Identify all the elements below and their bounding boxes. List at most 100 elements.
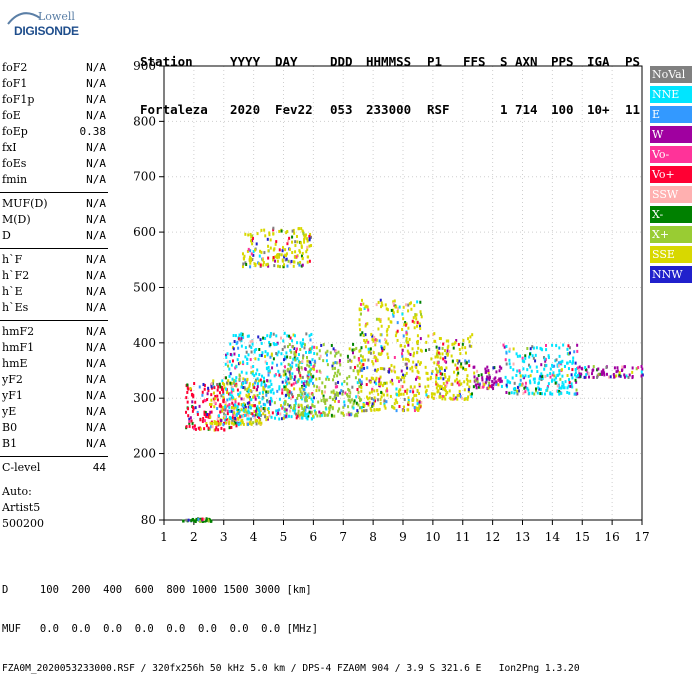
echo-point xyxy=(366,366,369,370)
echo-point xyxy=(255,422,258,426)
echo-point xyxy=(255,409,258,413)
echo-point xyxy=(246,417,249,421)
echo-point xyxy=(424,385,427,389)
param-row: foF2 N/A xyxy=(0,60,110,76)
echo-point xyxy=(269,379,272,383)
echo-point xyxy=(326,363,329,367)
echo-point xyxy=(403,344,406,348)
echo-point xyxy=(471,392,474,396)
echo-point xyxy=(272,257,275,261)
echo-point xyxy=(278,397,281,401)
echo-point xyxy=(272,256,275,260)
echo-point xyxy=(376,398,379,402)
echo-point xyxy=(407,398,410,402)
echo-point xyxy=(348,395,351,399)
echo-point xyxy=(252,383,255,387)
echo-point xyxy=(246,401,249,405)
echo-point xyxy=(367,308,370,312)
echo-point xyxy=(241,381,244,385)
echo-point xyxy=(252,250,255,254)
echo-point xyxy=(516,392,519,396)
echo-point xyxy=(529,347,532,351)
echo-point xyxy=(210,385,213,389)
echo-point xyxy=(417,407,420,411)
echo-point xyxy=(487,386,490,390)
param-value: N/A xyxy=(86,141,106,154)
echo-point xyxy=(223,412,226,416)
echo-point xyxy=(419,310,422,314)
echo-point xyxy=(308,234,311,238)
echo-point xyxy=(326,413,329,417)
echo-point xyxy=(545,343,548,347)
echo-point xyxy=(471,333,474,337)
echo-point xyxy=(465,377,468,381)
echo-point xyxy=(451,342,454,346)
echo-point xyxy=(258,411,261,415)
echo-point xyxy=(330,343,333,347)
echo-point xyxy=(298,387,301,391)
echo-point xyxy=(301,386,304,390)
echo-point xyxy=(458,379,461,383)
echo-point xyxy=(427,334,430,338)
echo-point xyxy=(390,369,393,373)
echo-point xyxy=(555,376,558,380)
x-tick-label: 7 xyxy=(339,530,347,544)
echo-point xyxy=(405,331,408,335)
echo-point xyxy=(509,365,512,369)
header-value-5: RSF xyxy=(427,102,450,117)
echo-point xyxy=(337,350,340,354)
echo-point xyxy=(204,413,207,417)
echo-point xyxy=(383,399,386,403)
echo-point xyxy=(303,343,306,347)
echo-point xyxy=(247,353,250,357)
echo-point xyxy=(227,404,230,408)
echo-point xyxy=(407,303,410,307)
echo-point xyxy=(288,370,291,374)
param-label: yE xyxy=(2,405,17,418)
echo-point xyxy=(376,368,379,372)
echo-point xyxy=(299,341,302,345)
echo-point xyxy=(283,370,286,374)
echo-point xyxy=(308,410,311,414)
echo-point xyxy=(419,326,422,330)
echo-point xyxy=(222,423,225,427)
echo-point xyxy=(280,336,283,340)
echo-point xyxy=(466,397,469,401)
echo-point xyxy=(304,385,307,389)
echo-point xyxy=(244,355,247,359)
echo-point xyxy=(254,416,257,420)
echo-point xyxy=(631,370,634,374)
echo-point xyxy=(286,242,289,246)
echo-point xyxy=(382,393,385,397)
echo-point xyxy=(248,405,251,409)
echo-point xyxy=(464,351,467,355)
echo-point xyxy=(294,353,297,357)
echo-point xyxy=(410,301,413,305)
legend-item-nnw: NNW xyxy=(650,266,692,283)
echo-point xyxy=(278,248,281,252)
echo-point xyxy=(239,338,242,342)
echo-point xyxy=(241,252,244,256)
echo-point xyxy=(585,373,588,377)
echo-point xyxy=(443,388,446,392)
echo-point xyxy=(575,375,578,379)
echo-point xyxy=(396,393,399,397)
echo-point xyxy=(298,371,301,375)
echo-point xyxy=(312,396,315,400)
echo-point xyxy=(322,410,325,414)
echo-point xyxy=(444,389,447,393)
echo-point xyxy=(386,308,389,312)
echo-point xyxy=(242,408,245,412)
echo-point xyxy=(243,254,246,258)
echo-point xyxy=(214,421,217,425)
echo-point xyxy=(574,361,577,365)
echo-point xyxy=(369,351,372,355)
echo-point xyxy=(215,421,218,425)
echo-point xyxy=(302,232,305,236)
echo-point xyxy=(361,331,364,335)
echo-point xyxy=(493,381,496,385)
echo-point xyxy=(242,403,245,407)
echo-point xyxy=(289,405,292,409)
echo-point xyxy=(443,368,446,372)
echo-point xyxy=(385,340,388,344)
